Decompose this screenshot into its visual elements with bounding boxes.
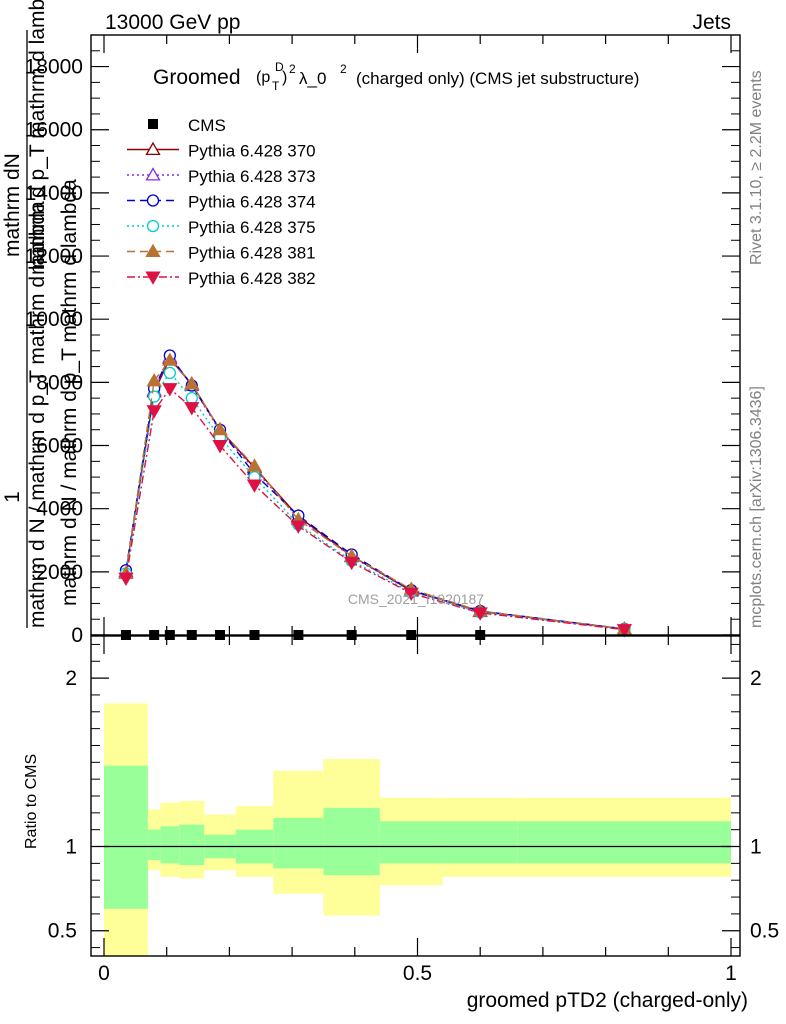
- x-axis-label: groomed pTD2 (charged-only): [467, 989, 748, 1012]
- ratio-y-tick-label: 2: [65, 667, 77, 690]
- legend-label-4: Pythia 6.428 375: [188, 218, 316, 237]
- series-6-point: [472, 607, 488, 621]
- ratio-inner-band: [147, 829, 161, 860]
- main-plot-frame: [90, 34, 741, 636]
- x-tick-label: 0: [98, 962, 110, 985]
- main-ylabel-numerator: 1: [1, 491, 24, 503]
- legend-label-3: Pythia 6.428 374: [188, 193, 316, 212]
- legend-marker-1: [145, 141, 161, 156]
- main-y-tick-label: 16000: [25, 119, 83, 142]
- main-plot: 0 2000 4000 6000 8000 10000 12000 14000 16000 180…: [25, 34, 741, 647]
- legend-marker-2: [145, 167, 161, 181]
- legend-cms-label: CMS: [188, 116, 226, 135]
- ratio-plot: 0.5 0.5 1 1 2 2 0 0.5 1: [48, 635, 779, 985]
- ratio-bands: [104, 703, 731, 956]
- ratio-inner-band: [104, 765, 148, 909]
- x-tick-label: 1: [725, 962, 737, 985]
- legend-label-5: Pythia 6.428 381: [188, 244, 316, 263]
- main-y-tick-label: 2000: [36, 561, 83, 584]
- legend-marker-3: [146, 194, 160, 207]
- series-5-point: [146, 372, 162, 387]
- watermark: CMS_2021_I1920187: [348, 591, 484, 607]
- rivet-label: Rivet 3.1.10, ≥ 2.2M events: [748, 70, 765, 265]
- series-line-3: [125, 354, 625, 630]
- ratio-plot-frame: [90, 635, 741, 957]
- legend-label-6: Pythia 6.428 382: [188, 269, 316, 288]
- ratio-y-tick-label-right: 2: [750, 667, 762, 690]
- title-prefix: Groomed: [153, 66, 241, 89]
- legend-cms-marker: [148, 119, 158, 129]
- main-ylabel-denominator: mathrm d N / mathrm d p_T mathrm d lambd…: [26, 201, 49, 628]
- series-4-point: [185, 392, 198, 405]
- ratio-ticks: 0.5 0.5 1 1 2 2 0 0.5 1: [48, 636, 779, 985]
- ratio-inner-band: [517, 821, 731, 864]
- series-4-point: [163, 366, 176, 380]
- ratio-inner-band: [379, 821, 443, 864]
- main-y-tick-label: 14000: [25, 182, 83, 205]
- title-p: (p: [256, 69, 270, 86]
- series-6-point: [212, 440, 228, 454]
- series-6-point: [246, 479, 263, 493]
- series-5-point: [162, 352, 178, 366]
- main-y-tick-label: 10000: [25, 308, 83, 331]
- main-y-tick-label: 12000: [25, 245, 83, 268]
- main-ylabel-stacked: mathrm d N / mathrm d p_T mathrm d lambd…: [58, 179, 81, 606]
- main-y-ticks: 0 2000 4000 6000 8000 10000 12000 14000 16000 180…: [25, 35, 740, 647]
- legend-marker-6: [145, 271, 161, 285]
- series-6-point: [290, 520, 306, 534]
- main-y-tick-label: 18000: [25, 56, 83, 79]
- main-ylabel-line1: mathrm dN: [1, 153, 24, 257]
- header-right: Jets: [692, 11, 731, 34]
- x-tick-label: 0.5: [403, 962, 432, 985]
- main-series-layer: [118, 349, 633, 640]
- title-suffix: (charged only) (CMS jet substructure): [356, 69, 639, 88]
- ratio-y-tick-label-right: 1: [750, 836, 762, 859]
- legend-marker-5: [145, 243, 161, 258]
- main-y-tick-label: 6000: [36, 435, 83, 458]
- title-lambda: λ_0: [299, 69, 326, 88]
- ratio-y-tick-label: 0.5: [48, 920, 77, 943]
- title-sup-2: 2: [289, 62, 296, 76]
- series-5-point: [184, 376, 200, 390]
- series-5-point: [212, 421, 228, 436]
- title-close: ): [282, 69, 287, 86]
- title-sup-lambda: 2: [340, 62, 347, 76]
- series-6-point: [146, 405, 162, 419]
- legend-marker-4: [146, 219, 160, 233]
- ratio-inner-band: [442, 821, 518, 864]
- series-6-point: [162, 383, 178, 397]
- header-left: 13000 GeV pp: [105, 11, 240, 34]
- ratio-inner-band: [179, 824, 205, 866]
- title-sub-t: T: [272, 79, 280, 93]
- ratio-y-tick-label: 1: [65, 836, 77, 859]
- legend-label-1: Pythia 6.428 370: [188, 142, 316, 161]
- ratio-inner-band: [273, 817, 324, 869]
- series-6-point: [184, 402, 200, 416]
- ratio-inner-band: [323, 807, 380, 876]
- series-6-point: [118, 572, 134, 586]
- title-sup-d: D: [275, 60, 284, 74]
- mcplots-label: mcplots.cern.ch [arXiv:1306.3436]: [748, 386, 765, 628]
- ratio-y-tick-label-right: 0.5: [750, 920, 779, 943]
- legend: CMS Pythia 6.428 370 Pythia 6.428 373 Pythi…: [127, 116, 316, 288]
- chart-title: Groomed (p T D ) 2 λ_0 2 (charged only) …: [153, 60, 639, 93]
- main-ylabel-line2: mathrm d p_T mathrm d lambda: [26, 0, 49, 275]
- series-5-point: [246, 458, 263, 472]
- main-y-tick-label: 4000: [36, 498, 83, 521]
- series-4-point: [148, 390, 161, 403]
- main-y-tick-label: 8000: [36, 371, 83, 394]
- series-6-point: [616, 624, 633, 638]
- legend-label-2: Pythia 6.428 373: [188, 167, 316, 186]
- ratio-ylabel: Ratio to CMS: [23, 754, 40, 849]
- main-y-tick-label: 0: [71, 624, 83, 647]
- series-6-point: [344, 556, 360, 571]
- series-6-point: [403, 587, 419, 602]
- ratio-inner-band: [160, 826, 180, 864]
